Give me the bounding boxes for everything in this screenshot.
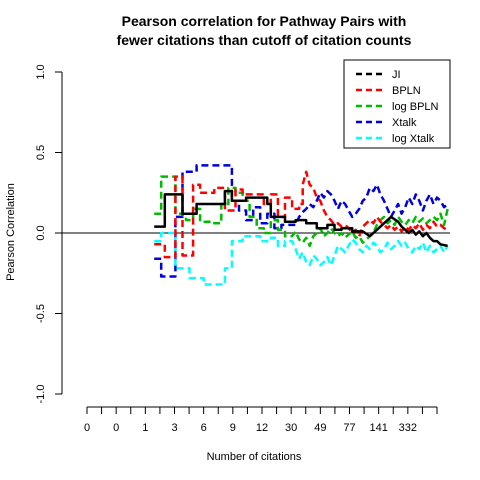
x-tick-label: 0 [84, 422, 90, 434]
x-tick-label: 332 [399, 422, 417, 434]
x-tick-label: 6 [201, 422, 207, 434]
x-tick-label: 3 [171, 422, 177, 434]
y-tick-label: 0.5 [35, 145, 47, 160]
y-tick-label: -0.5 [35, 304, 47, 323]
series-line-ji [154, 189, 448, 248]
y-tick-label: -1.0 [35, 385, 47, 404]
x-tick-label: 12 [256, 422, 268, 434]
legend-label: JI [392, 69, 401, 81]
series-line-bpln [154, 170, 449, 259]
legend-label: BPLN [392, 85, 421, 97]
legend-label: log BPLN [392, 101, 439, 113]
x-tick-label: 9 [230, 422, 236, 434]
x-tick-label: 30 [285, 422, 297, 434]
series-line-log-bpln [154, 175, 449, 248]
y-axis-label: Pearson Correlation [5, 183, 17, 281]
chart-title-line-1: Pearson correlation for Pathway Pairs wi… [122, 13, 407, 29]
legend-label: log Xtalk [392, 133, 435, 145]
x-axis-label: Number of citations [207, 451, 302, 463]
legend: JI BPLN log BPLN Xtalk log Xtalk [343, 59, 451, 149]
y-tick-label: 1.0 [35, 64, 47, 79]
series-line-xtalk [154, 164, 449, 278]
series-lines [154, 164, 449, 286]
x-tick-label: 0 [113, 422, 119, 434]
x-tick-label: 141 [369, 422, 387, 434]
x-tick-label: 77 [343, 422, 355, 434]
chart-title-line-2: fewer citations than cutoff of citation … [117, 32, 412, 48]
y-tick-label: 0.0 [35, 225, 47, 240]
x-axis: 0 0 1 3 6 9 12 30 49 77 141 332 [84, 406, 438, 434]
series-line-log-xtalk [154, 231, 449, 286]
x-tick-label: 1 [142, 422, 148, 434]
legend-label: Xtalk [392, 117, 417, 129]
y-axis: -1.0 -0.5 0.0 0.5 1.0 [35, 64, 63, 404]
legend-box [343, 59, 451, 149]
x-tick-label: 49 [314, 422, 326, 434]
